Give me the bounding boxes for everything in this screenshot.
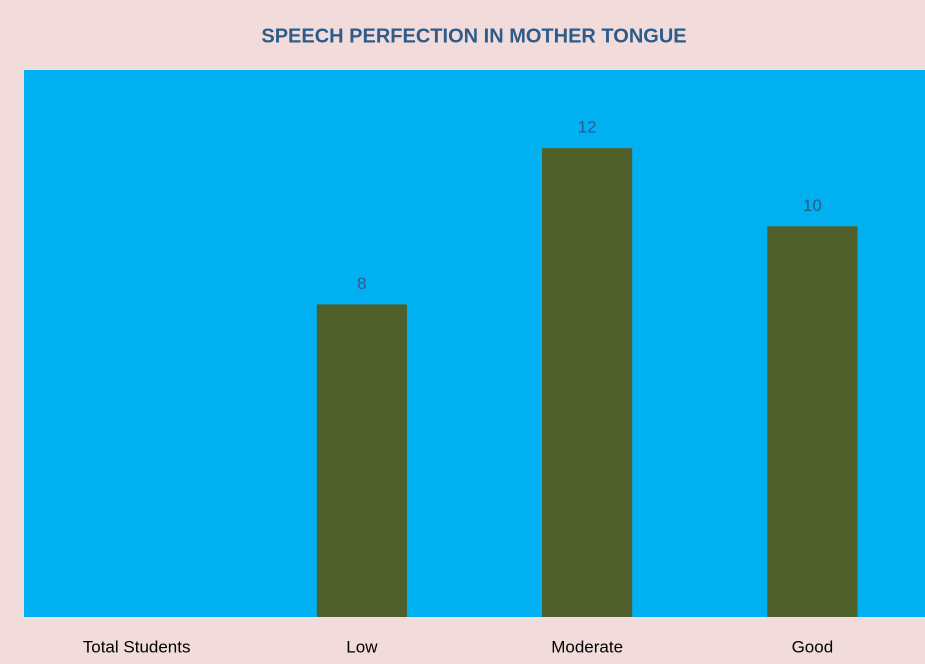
x-tick-label: Good [792,637,834,656]
data-label: 10 [803,196,822,215]
x-tick-label: Total Students [83,637,191,656]
bar [542,148,633,617]
data-label: 8 [357,274,366,293]
bar [767,226,858,618]
bar [316,304,407,617]
chart-title: SPEECH PERFECTION IN MOTHER TONGUE [261,25,686,47]
x-tick-label: Low [346,637,378,656]
data-label: 12 [578,118,597,137]
x-tick-label: Moderate [551,637,623,656]
